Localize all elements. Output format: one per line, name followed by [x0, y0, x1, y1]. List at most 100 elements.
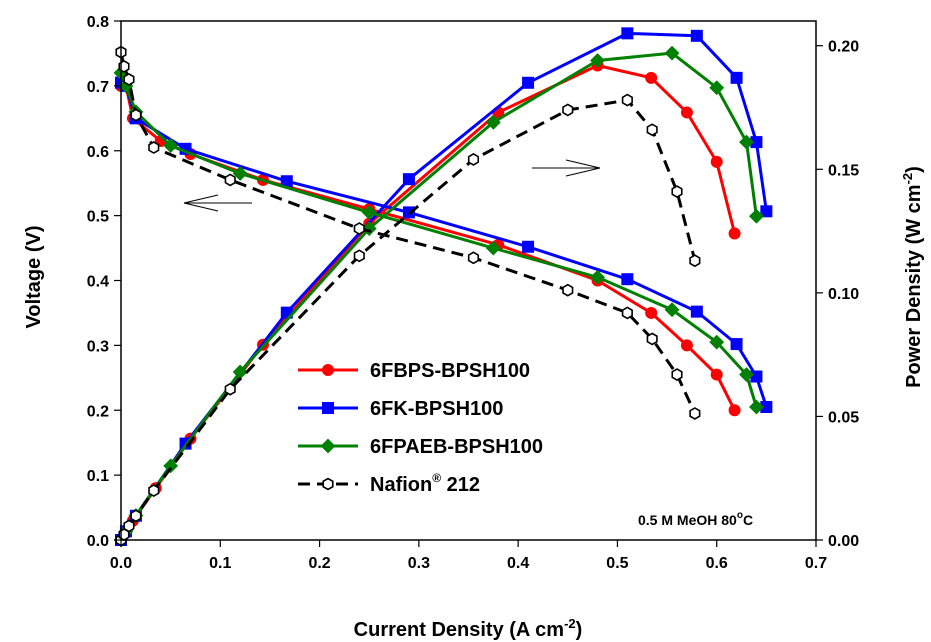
polarization-point [562, 283, 574, 297]
polarization-point [750, 370, 763, 383]
plot-frame [120, 20, 817, 541]
legend-item: 6FBPS-BPSH100 [298, 360, 530, 382]
polarization-point [163, 138, 179, 153]
series-1 [115, 27, 773, 546]
power-point [621, 93, 633, 107]
x-tick-label: 0.3 [408, 555, 430, 572]
polarization-point [485, 240, 501, 256]
power-point [689, 254, 701, 268]
y-right-tick-label: 0.00 [828, 533, 859, 550]
series-layer [113, 27, 773, 548]
polarization-point [680, 339, 693, 352]
right-arrow [532, 159, 601, 177]
legend-item: 6FPAEB-BPSH100 [298, 436, 543, 458]
y-right-tick-label: 0.20 [828, 39, 859, 56]
power-point [690, 29, 703, 42]
polarization-point [522, 240, 535, 253]
x-tick-label: 0.0 [110, 555, 132, 572]
polarization-point [645, 306, 658, 319]
y-right-tick-label: 0.15 [828, 162, 859, 179]
polarization-point [467, 251, 480, 265]
polarization-point [710, 368, 723, 381]
power-point [749, 208, 764, 224]
polarization-point [232, 166, 248, 181]
y-left-tick-label: 0.8 [87, 14, 109, 31]
polarization-point [646, 332, 658, 346]
power-point [680, 106, 693, 119]
y-axis-left-title: Voltage (V) [23, 226, 45, 329]
polarization-point [224, 173, 236, 187]
polarization-point [353, 222, 365, 236]
y-right-tick-label: 0.10 [828, 286, 859, 303]
legend: 6FBPS-BPSH100 6FK-BPSH100 6FPAEB-BPSH100 Na… [298, 360, 543, 496]
power-point [485, 114, 501, 130]
power-point [130, 509, 142, 523]
polarization-point [621, 273, 634, 286]
x-tick-label: 0.7 [805, 555, 827, 572]
series-0 [115, 59, 741, 546]
legend-marker [322, 364, 334, 376]
power-point [562, 103, 574, 117]
x-tick-label: 0.1 [209, 555, 231, 572]
power-point [353, 249, 365, 263]
legend-marker [322, 477, 334, 491]
polarization-line [119, 72, 758, 408]
polarization-point [123, 72, 135, 86]
x-tick-label: 0.5 [606, 555, 628, 572]
y-left-tick-label: 0.2 [87, 403, 109, 420]
polarization-point [728, 404, 741, 417]
annotation-arrows [183, 159, 601, 212]
power-point [522, 76, 535, 89]
legend-item: 6FK-BPSH100 [298, 398, 503, 420]
power-point [728, 227, 741, 240]
polarization-point [749, 399, 764, 415]
power-point [730, 71, 743, 84]
power-point [402, 173, 415, 186]
legend-label: 6FBPS-BPSH100 [370, 360, 530, 382]
legend-item: Nafion® 212 [298, 471, 480, 496]
x-tick-label: 0.6 [706, 555, 728, 572]
power-point [760, 205, 773, 218]
y-axis-right-title: Power Density (W cm-2) [900, 166, 925, 388]
power-point [709, 80, 725, 96]
polarization-point [690, 305, 703, 318]
legend-label: 6FPAEB-BPSH100 [370, 436, 543, 458]
x-tick-label: 0.2 [308, 555, 330, 572]
axes: 0.0 0.1 0.2 0.3 0.4 0.5 0.6 0.7 0.0 0.1 0.2 0.3 0.4 0… [87, 14, 859, 572]
power-point [163, 458, 179, 474]
left-arrow [183, 194, 252, 212]
power-line [119, 64, 737, 541]
y-right-tick-label: 0.05 [828, 409, 859, 426]
x-tick-label: 0.4 [507, 555, 529, 572]
polarization-point [621, 306, 633, 320]
condition-annotation: 0.5 M MeOH 80oC [638, 510, 753, 528]
polarization-point [148, 141, 160, 154]
polarization-point [664, 302, 680, 318]
power-point [739, 134, 754, 150]
power-point [621, 27, 634, 40]
x-axis-title: Current Density (A cm-2) [354, 616, 583, 641]
power-point [590, 53, 605, 68]
power-point [646, 123, 658, 137]
power-point [664, 45, 680, 61]
power-point [645, 71, 658, 84]
legend-label: 6FK-BPSH100 [370, 398, 503, 420]
polarization-point [730, 338, 743, 351]
power-point [467, 152, 480, 166]
power-point [148, 484, 160, 497]
power-point [123, 519, 135, 533]
y-left-tick-label: 0.4 [87, 274, 109, 291]
polarization-line [120, 81, 768, 408]
y-left-tick-label: 0.3 [87, 338, 109, 355]
series-3 [115, 45, 701, 547]
power-point [710, 155, 723, 168]
y-left-tick-label: 0.0 [87, 533, 109, 550]
power-point [671, 185, 683, 198]
polarization-point [689, 407, 701, 420]
polarization-point [709, 334, 725, 350]
polarization-point [739, 367, 754, 382]
legend-label: Nafion® 212 [370, 471, 480, 496]
legend-marker [320, 438, 336, 454]
power-line [119, 31, 768, 541]
y-left-tick-label: 0.6 [87, 144, 109, 161]
